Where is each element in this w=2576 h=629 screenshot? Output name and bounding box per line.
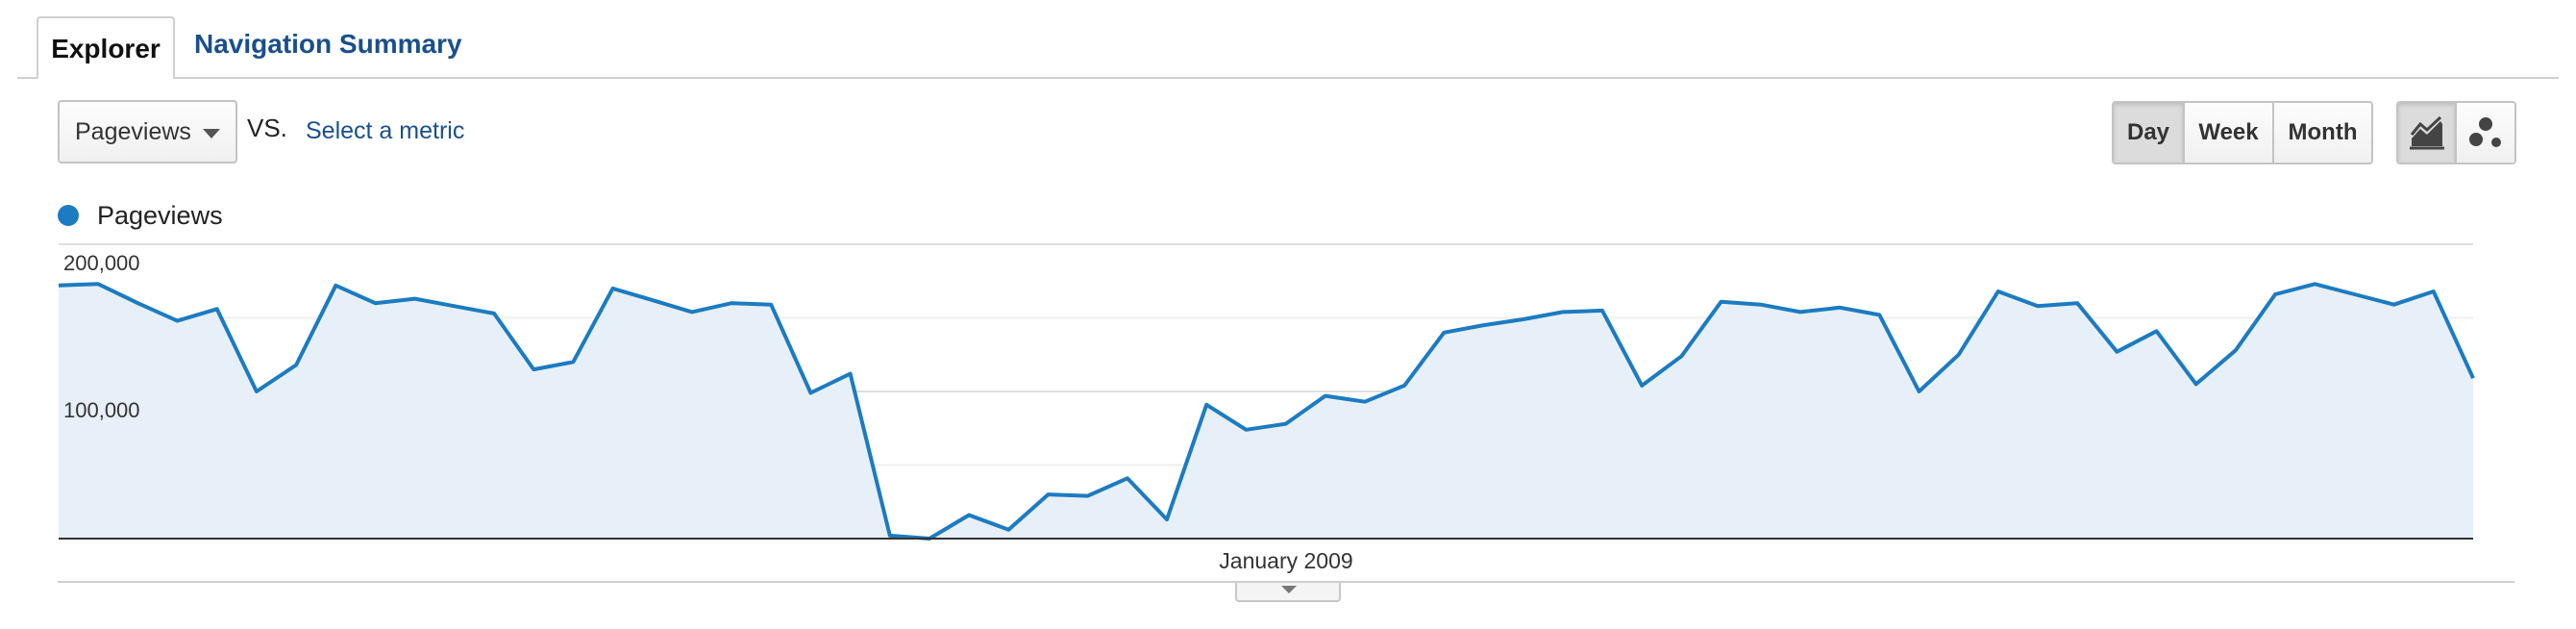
tab-explorer[interactable]: Explorer [37, 16, 175, 79]
month-button[interactable]: Month [2274, 103, 2371, 163]
week-button[interactable]: Week [2185, 103, 2274, 163]
select-metric-link[interactable]: Select a metric [306, 117, 465, 144]
y-tick-label: 200,000 [63, 251, 140, 275]
pageviews-area [59, 284, 2473, 539]
period-button-group: Day Week Month [2112, 101, 2373, 164]
metric-dropdown[interactable]: Pageviews [58, 100, 237, 164]
legend-label: Pageviews [97, 201, 223, 230]
motion-chart-icon [2469, 117, 2501, 147]
day-button[interactable]: Day [2114, 103, 2185, 163]
metric-dropdown-value: Pageviews [75, 117, 191, 145]
legend-dot [58, 205, 79, 226]
expand-chart-handle[interactable] [1235, 583, 1341, 602]
vs-label: VS. [247, 113, 287, 142]
tab-navigation-summary[interactable]: Navigation Summary [194, 29, 462, 59]
y-tick-label: 100,000 [63, 398, 140, 422]
pageviews-line [58, 282, 2475, 541]
line-chart-button[interactable] [2398, 103, 2458, 163]
tabs-divider [17, 77, 2559, 79]
line-chart-icon [2409, 115, 2444, 150]
motion-chart-button[interactable] [2457, 103, 2514, 163]
chevron-down-icon [203, 129, 220, 138]
chart-mode-button-group [2396, 101, 2516, 164]
chart-bottom-divider [58, 581, 2514, 583]
x-axis-label: January 2009 [1219, 548, 1352, 573]
